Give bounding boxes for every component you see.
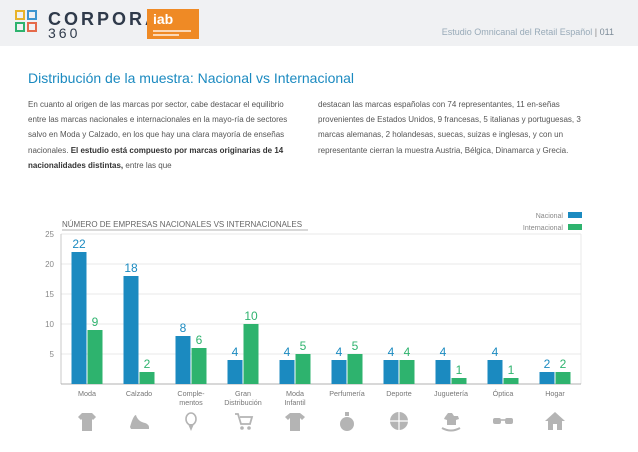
logo-corpora: CORPORA — [48, 9, 162, 29]
data-label-internacional-3: 10 — [244, 309, 258, 323]
section-title: Distribución de la muestra: Nacional vs … — [28, 70, 355, 86]
data-label-internacional-8: 1 — [508, 363, 515, 377]
data-label-nacional-6: 4 — [388, 345, 395, 359]
legend-label-1: Internacional — [523, 225, 564, 232]
house-icon — [544, 410, 566, 432]
bar-internacional-0 — [87, 330, 103, 384]
rocking-horse-icon — [440, 410, 462, 432]
x-tick-label-9: Hogar — [545, 389, 565, 398]
chart-title: NÚMERO DE EMPRESAS NACIONALES VS INTERNA… — [62, 220, 302, 229]
legend-swatch-0 — [568, 212, 582, 218]
bar-internacional-2 — [191, 348, 207, 384]
data-label-nacional-8: 4 — [492, 345, 499, 359]
y-tick-20: 20 — [45, 260, 54, 269]
iab-logo: iab — [147, 9, 199, 39]
data-label-nacional-3: 4 — [232, 345, 239, 359]
accessories-icon — [180, 410, 202, 432]
bar-nacional-0 — [71, 252, 87, 384]
y-tick-5: 5 — [50, 350, 55, 359]
page-number: 011 — [599, 27, 614, 37]
bar-internacional-4 — [295, 354, 311, 384]
x-tick-label-0: Moda — [78, 389, 96, 398]
data-label-nacional-2: 8 — [180, 321, 187, 335]
x-tick-label-6: Deporte — [386, 389, 412, 398]
y-tick-15: 15 — [45, 290, 54, 299]
shoe-icon — [128, 410, 150, 432]
bar-nacional-8 — [487, 360, 503, 384]
report-title: Estudio Omnicanal del Retail Español — [441, 27, 593, 37]
data-label-nacional-4: 4 — [284, 345, 291, 359]
bar-nacional-5 — [331, 360, 347, 384]
body-text-left: En cuanto al origen de las marcas por se… — [28, 97, 290, 173]
x-tick-label-7: Juguetería — [434, 389, 468, 398]
bar-nacional-6 — [383, 360, 399, 384]
data-label-internacional-1: 2 — [144, 357, 151, 371]
body-text-right: destacan las marcas españolas con 74 rep… — [318, 100, 581, 155]
bar-nacional-3 — [227, 360, 243, 384]
bar-nacional-7 — [435, 360, 451, 384]
bar-nacional-2 — [175, 336, 191, 384]
legend-label-0: Nacional — [536, 213, 564, 220]
data-label-internacional-6: 4 — [404, 345, 411, 359]
x-tick-label-4-0: Moda — [286, 389, 304, 398]
body-left-text: En cuanto al origen de las marcas por se… — [28, 100, 288, 155]
x-tick-label-3-1: Distribución — [224, 398, 262, 407]
y-tick-10: 10 — [45, 320, 54, 329]
data-label-internacional-2: 6 — [196, 333, 203, 347]
bar-internacional-7 — [451, 378, 467, 384]
bar-internacional-8 — [503, 378, 519, 384]
x-tick-label-4-1: Infantil — [284, 398, 306, 407]
y-tick-25: 25 — [45, 230, 54, 239]
ball-icon — [388, 410, 410, 432]
bar-internacional-1 — [139, 372, 155, 384]
data-label-nacional-1: 18 — [124, 261, 138, 275]
glasses-icon — [492, 410, 514, 432]
x-tick-label-5: Perfumería — [329, 389, 365, 398]
bar-internacional-5 — [347, 354, 363, 384]
data-label-internacional-5: 5 — [352, 339, 359, 353]
logo-360: 360 — [48, 25, 81, 41]
data-label-internacional-9: 2 — [560, 357, 567, 371]
bar-internacional-9 — [555, 372, 571, 384]
data-label-nacional-9: 2 — [544, 357, 551, 371]
bar-internacional-6 — [399, 360, 415, 384]
perfume-icon — [336, 410, 358, 432]
bar-nacional-4 — [279, 360, 295, 384]
data-label-nacional-7: 4 — [440, 345, 447, 359]
clothing-icon — [76, 410, 98, 432]
bar-nacional-1 — [123, 276, 139, 384]
data-label-nacional-0: 22 — [72, 237, 86, 251]
x-tick-label-8: Óptica — [493, 389, 514, 398]
x-tick-label-2-1: mentos — [179, 398, 203, 407]
x-tick-label-2-0: Comple- — [177, 389, 205, 398]
x-tick-label-3-0: Gran — [235, 389, 251, 398]
report-header: Estudio Omnicanal del Retail Español | 0… — [441, 27, 614, 37]
bar-nacional-9 — [539, 372, 555, 384]
data-label-internacional-7: 1 — [456, 363, 463, 377]
legend-swatch-1 — [568, 224, 582, 230]
corpora-logo-mark — [15, 10, 41, 36]
header-band: CORPORA 360 iab Estudio Omnicanal del Re… — [0, 0, 638, 46]
data-label-nacional-5: 4 — [336, 345, 343, 359]
body-left-bold: El estudio está compuesto por marcas ori… — [28, 145, 284, 170]
x-tick-label-1: Calzado — [126, 389, 152, 398]
body-left-tail: entre las que — [123, 160, 172, 170]
data-label-internacional-0: 9 — [92, 315, 99, 329]
bar-internacional-3 — [243, 324, 259, 384]
data-label-internacional-4: 5 — [300, 339, 307, 353]
cart-icon — [232, 410, 254, 432]
baby-clothes-icon — [284, 410, 306, 432]
